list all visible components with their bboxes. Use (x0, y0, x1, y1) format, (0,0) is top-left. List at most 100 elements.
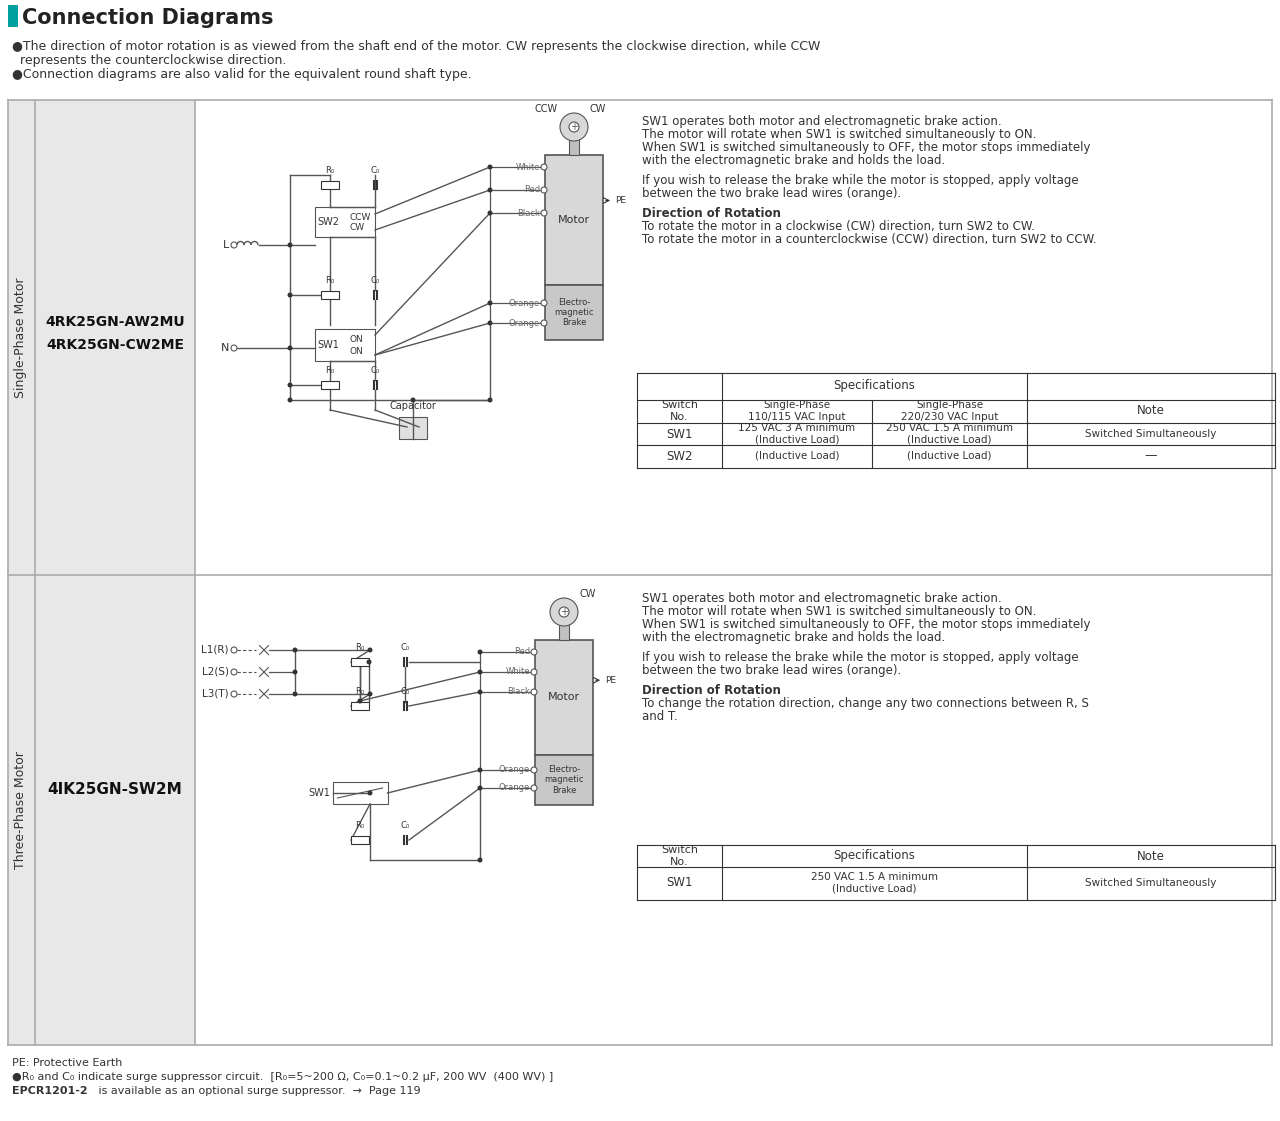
Text: Switch
No.: Switch No. (660, 845, 698, 867)
Text: When SW1 is switched simultaneously to OFF, the motor stops immediately: When SW1 is switched simultaneously to O… (643, 141, 1091, 154)
Text: R₀: R₀ (325, 365, 334, 376)
Circle shape (411, 398, 416, 402)
Bar (8, 100, 35, 575)
Text: White: White (506, 667, 530, 676)
Text: 125 VAC 3 A minimum
(Inductive Load): 125 VAC 3 A minimum (Inductive Load) (739, 424, 855, 445)
Text: Orange: Orange (499, 766, 530, 775)
Text: R₀: R₀ (356, 821, 365, 830)
Text: Direction of Rotation: Direction of Rotation (643, 684, 781, 697)
Text: L2(S): L2(S) (202, 667, 229, 677)
Bar (35, 575, 195, 1045)
Circle shape (477, 669, 483, 675)
Text: SW1 operates both motor and electromagnetic brake action.: SW1 operates both motor and electromagne… (643, 592, 1002, 605)
Text: Black: Black (507, 687, 530, 696)
Text: SW2: SW2 (667, 450, 692, 463)
Circle shape (488, 300, 493, 306)
Text: If you wish to release the brake while the motor is stopped, apply voltage: If you wish to release the brake while t… (643, 651, 1079, 664)
Text: 4RK25GN-CW2ME: 4RK25GN-CW2ME (46, 339, 184, 352)
Text: SW1: SW1 (667, 427, 692, 441)
Text: is available as an optional surge suppressor.  →  Page 119: is available as an optional surge suppre… (95, 1086, 421, 1096)
Text: The motor will rotate when SW1 is switched simultaneously to ON.: The motor will rotate when SW1 is switch… (643, 128, 1037, 141)
Text: C₀: C₀ (401, 821, 410, 830)
Text: 4IK25GN-SW2M: 4IK25GN-SW2M (47, 782, 182, 797)
Text: CW: CW (580, 589, 596, 599)
Text: C₀: C₀ (370, 276, 380, 285)
Text: Red: Red (513, 648, 530, 657)
Text: Electro-
magnetic
Brake: Electro- magnetic Brake (554, 297, 594, 327)
Text: +: + (561, 606, 568, 617)
Bar (35, 100, 195, 575)
Text: Three-Phase Motor: Three-Phase Motor (14, 751, 27, 869)
Text: —: — (1144, 450, 1157, 463)
Text: Red: Red (524, 185, 540, 195)
Text: R₀: R₀ (356, 643, 365, 652)
Text: ●R₀ and C₀ indicate surge suppressor circuit.  [R₀=5~200 Ω, C₀=0.1~0.2 μF, 200 W: ●R₀ and C₀ indicate surge suppressor cir… (12, 1072, 553, 1082)
Bar (570, 137, 579, 155)
Circle shape (477, 858, 483, 862)
Circle shape (550, 597, 579, 626)
Text: Note: Note (1137, 405, 1165, 417)
Circle shape (531, 649, 538, 655)
Text: L1(R): L1(R) (201, 645, 229, 655)
Text: If you wish to release the brake while the motor is stopped, apply voltage: If you wish to release the brake while t… (643, 174, 1079, 187)
Circle shape (541, 300, 547, 306)
Circle shape (288, 345, 293, 351)
Circle shape (288, 242, 293, 248)
Bar (559, 622, 570, 640)
Circle shape (531, 785, 538, 791)
Text: represents the counterclockwise direction.: represents the counterclockwise directio… (12, 54, 287, 67)
Text: C₀: C₀ (401, 687, 410, 696)
Text: (Inductive Load): (Inductive Load) (755, 451, 840, 461)
Bar (315, 207, 375, 237)
Text: Electro-
magnetic
Brake: Electro- magnetic Brake (544, 766, 584, 795)
Text: CW: CW (349, 222, 364, 232)
Text: Direction of Rotation: Direction of Rotation (643, 207, 781, 220)
Text: When SW1 is switched simultaneously to OFF, the motor stops immediately: When SW1 is switched simultaneously to O… (643, 618, 1091, 631)
Circle shape (570, 122, 579, 132)
Text: SW1: SW1 (308, 788, 330, 798)
Text: Switch
No.: Switch No. (660, 400, 698, 421)
Text: Orange: Orange (508, 298, 540, 307)
Circle shape (531, 689, 538, 695)
Text: SW1 operates both motor and electromagnetic brake action.: SW1 operates both motor and electromagne… (643, 115, 1002, 128)
Text: PE: PE (614, 196, 626, 205)
Bar (8, 4, 18, 27)
Circle shape (488, 211, 493, 215)
Text: Switched Simultaneously: Switched Simultaneously (1085, 878, 1217, 888)
Bar (535, 756, 593, 805)
Circle shape (559, 606, 570, 617)
Text: Orange: Orange (499, 784, 530, 793)
Text: To rotate the motor in a clockwise (CW) direction, turn SW2 to CW.: To rotate the motor in a clockwise (CW) … (643, 220, 1034, 233)
Bar (535, 640, 593, 756)
Circle shape (230, 647, 237, 654)
Text: EPCR1201-2: EPCR1201-2 (12, 1086, 87, 1096)
Circle shape (230, 691, 237, 697)
Circle shape (288, 293, 293, 297)
Circle shape (531, 669, 538, 675)
Text: between the two brake lead wires (orange).: between the two brake lead wires (orange… (643, 664, 901, 677)
Bar (321, 180, 339, 189)
Bar (321, 381, 339, 389)
Circle shape (541, 210, 547, 216)
Circle shape (230, 669, 237, 675)
Text: +: + (570, 122, 579, 132)
Text: 4RK25GN-AW2MU: 4RK25GN-AW2MU (45, 315, 184, 328)
Text: SW1: SW1 (317, 340, 339, 350)
Circle shape (367, 790, 372, 796)
Circle shape (357, 698, 362, 704)
Circle shape (366, 659, 371, 665)
Text: with the electromagnetic brake and holds the load.: with the electromagnetic brake and holds… (643, 631, 945, 643)
Circle shape (230, 242, 237, 248)
Circle shape (531, 767, 538, 773)
Circle shape (488, 398, 493, 402)
Text: PE: PE (605, 676, 616, 685)
Text: between the two brake lead wires (orange).: between the two brake lead wires (orange… (643, 187, 901, 200)
Text: ON: ON (349, 346, 362, 355)
Text: Specifications: Specifications (833, 380, 915, 392)
Text: To change the rotation direction, change any two connections between R, S: To change the rotation direction, change… (643, 697, 1089, 710)
Text: Orange: Orange (508, 318, 540, 327)
Text: C₀: C₀ (370, 365, 380, 376)
Circle shape (288, 398, 293, 402)
Bar (315, 328, 375, 361)
Text: Connection Diagrams: Connection Diagrams (22, 8, 274, 28)
